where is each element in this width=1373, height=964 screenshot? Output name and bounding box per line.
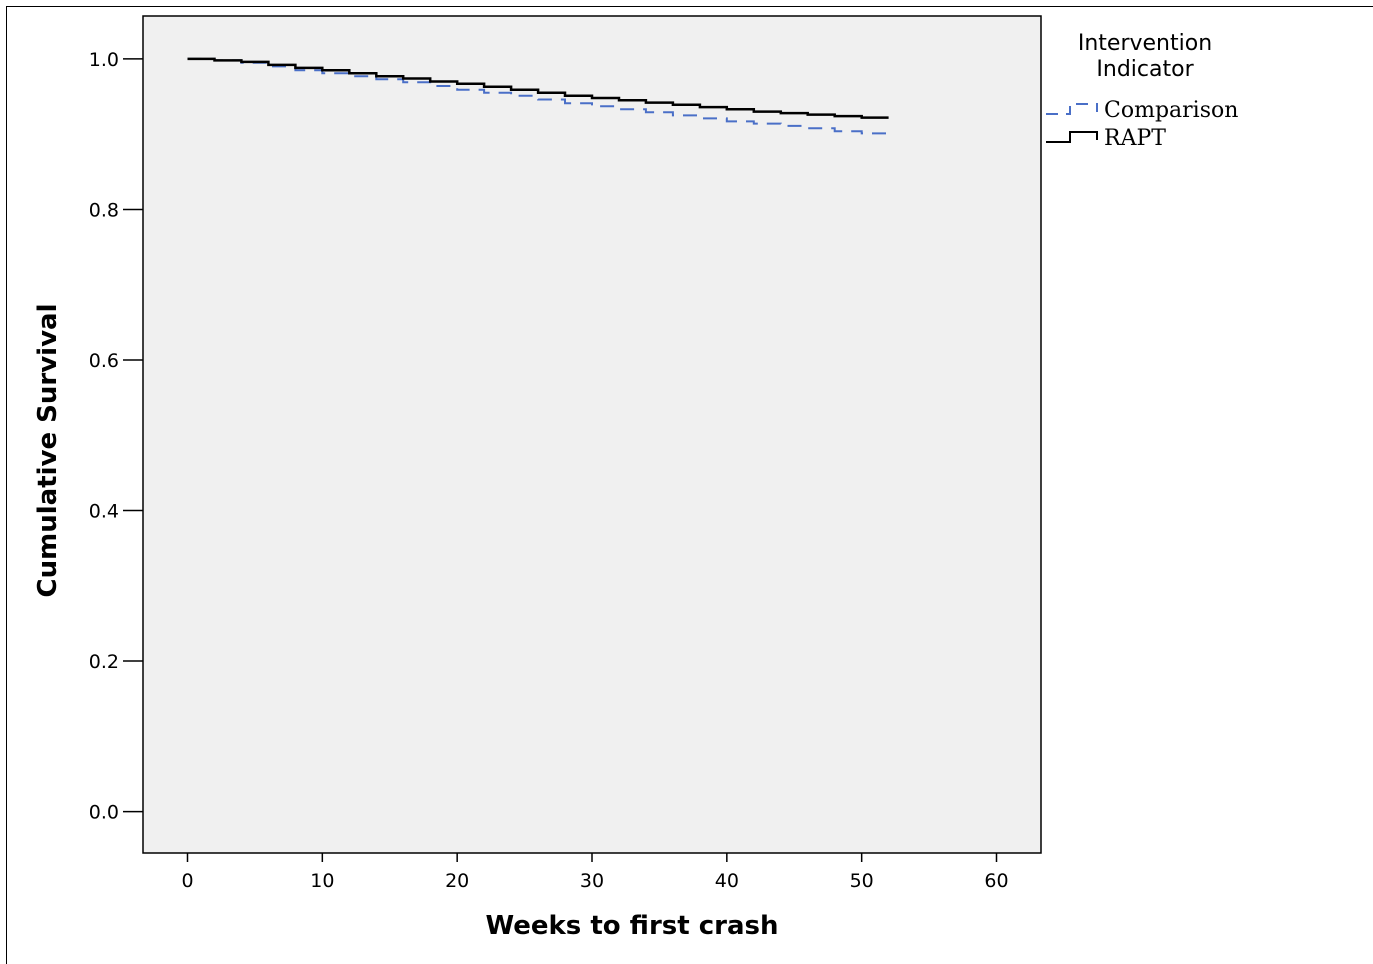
x-tick-label: 10	[310, 870, 334, 892]
y-tick-label: 0.4	[89, 501, 119, 523]
series-line-rapt	[187, 57, 889, 119]
legend-label-rapt: RAPT	[1104, 126, 1166, 151]
y-tick-label: 0.6	[89, 350, 119, 372]
y-tick-label: 0.2	[89, 651, 119, 673]
y-axis-title: Cumulative Survival	[33, 304, 63, 598]
x-tick-label: 30	[580, 870, 604, 892]
plot-area	[142, 15, 1042, 854]
x-tick-label: 0	[181, 870, 193, 892]
y-tick-label: 0.0	[89, 802, 119, 824]
x-axis-title: Weeks to first crash	[486, 911, 779, 941]
legend-swatch-comparison	[1046, 103, 1098, 115]
legend-entries: Comparison RAPT	[1046, 98, 1238, 151]
legend: Intervention Indicator Comparison RAPT	[1046, 31, 1238, 151]
legend-title-line-1: Intervention	[1078, 31, 1212, 56]
x-tick-label: 50	[850, 870, 874, 892]
figure-frame	[6, 6, 1373, 964]
legend-label-comparison: Comparison	[1104, 98, 1238, 123]
x-tick-label: 40	[715, 870, 739, 892]
series-layer	[187, 57, 890, 135]
y-axis: 0.0 0.2 0.4 0.6 0.8 1.0	[89, 49, 143, 824]
x-tick-label: 20	[445, 870, 469, 892]
y-tick-label: 0.8	[89, 199, 119, 221]
x-tick-label: 60	[984, 870, 1008, 892]
y-tick-label: 1.0	[89, 49, 119, 71]
series-line-comparison	[187, 57, 890, 135]
x-axis: 0 10 20 30 40 50 60	[181, 853, 1009, 892]
legend-title-line-2: Indicator	[1096, 57, 1194, 82]
legend-swatch-rapt	[1046, 131, 1098, 143]
